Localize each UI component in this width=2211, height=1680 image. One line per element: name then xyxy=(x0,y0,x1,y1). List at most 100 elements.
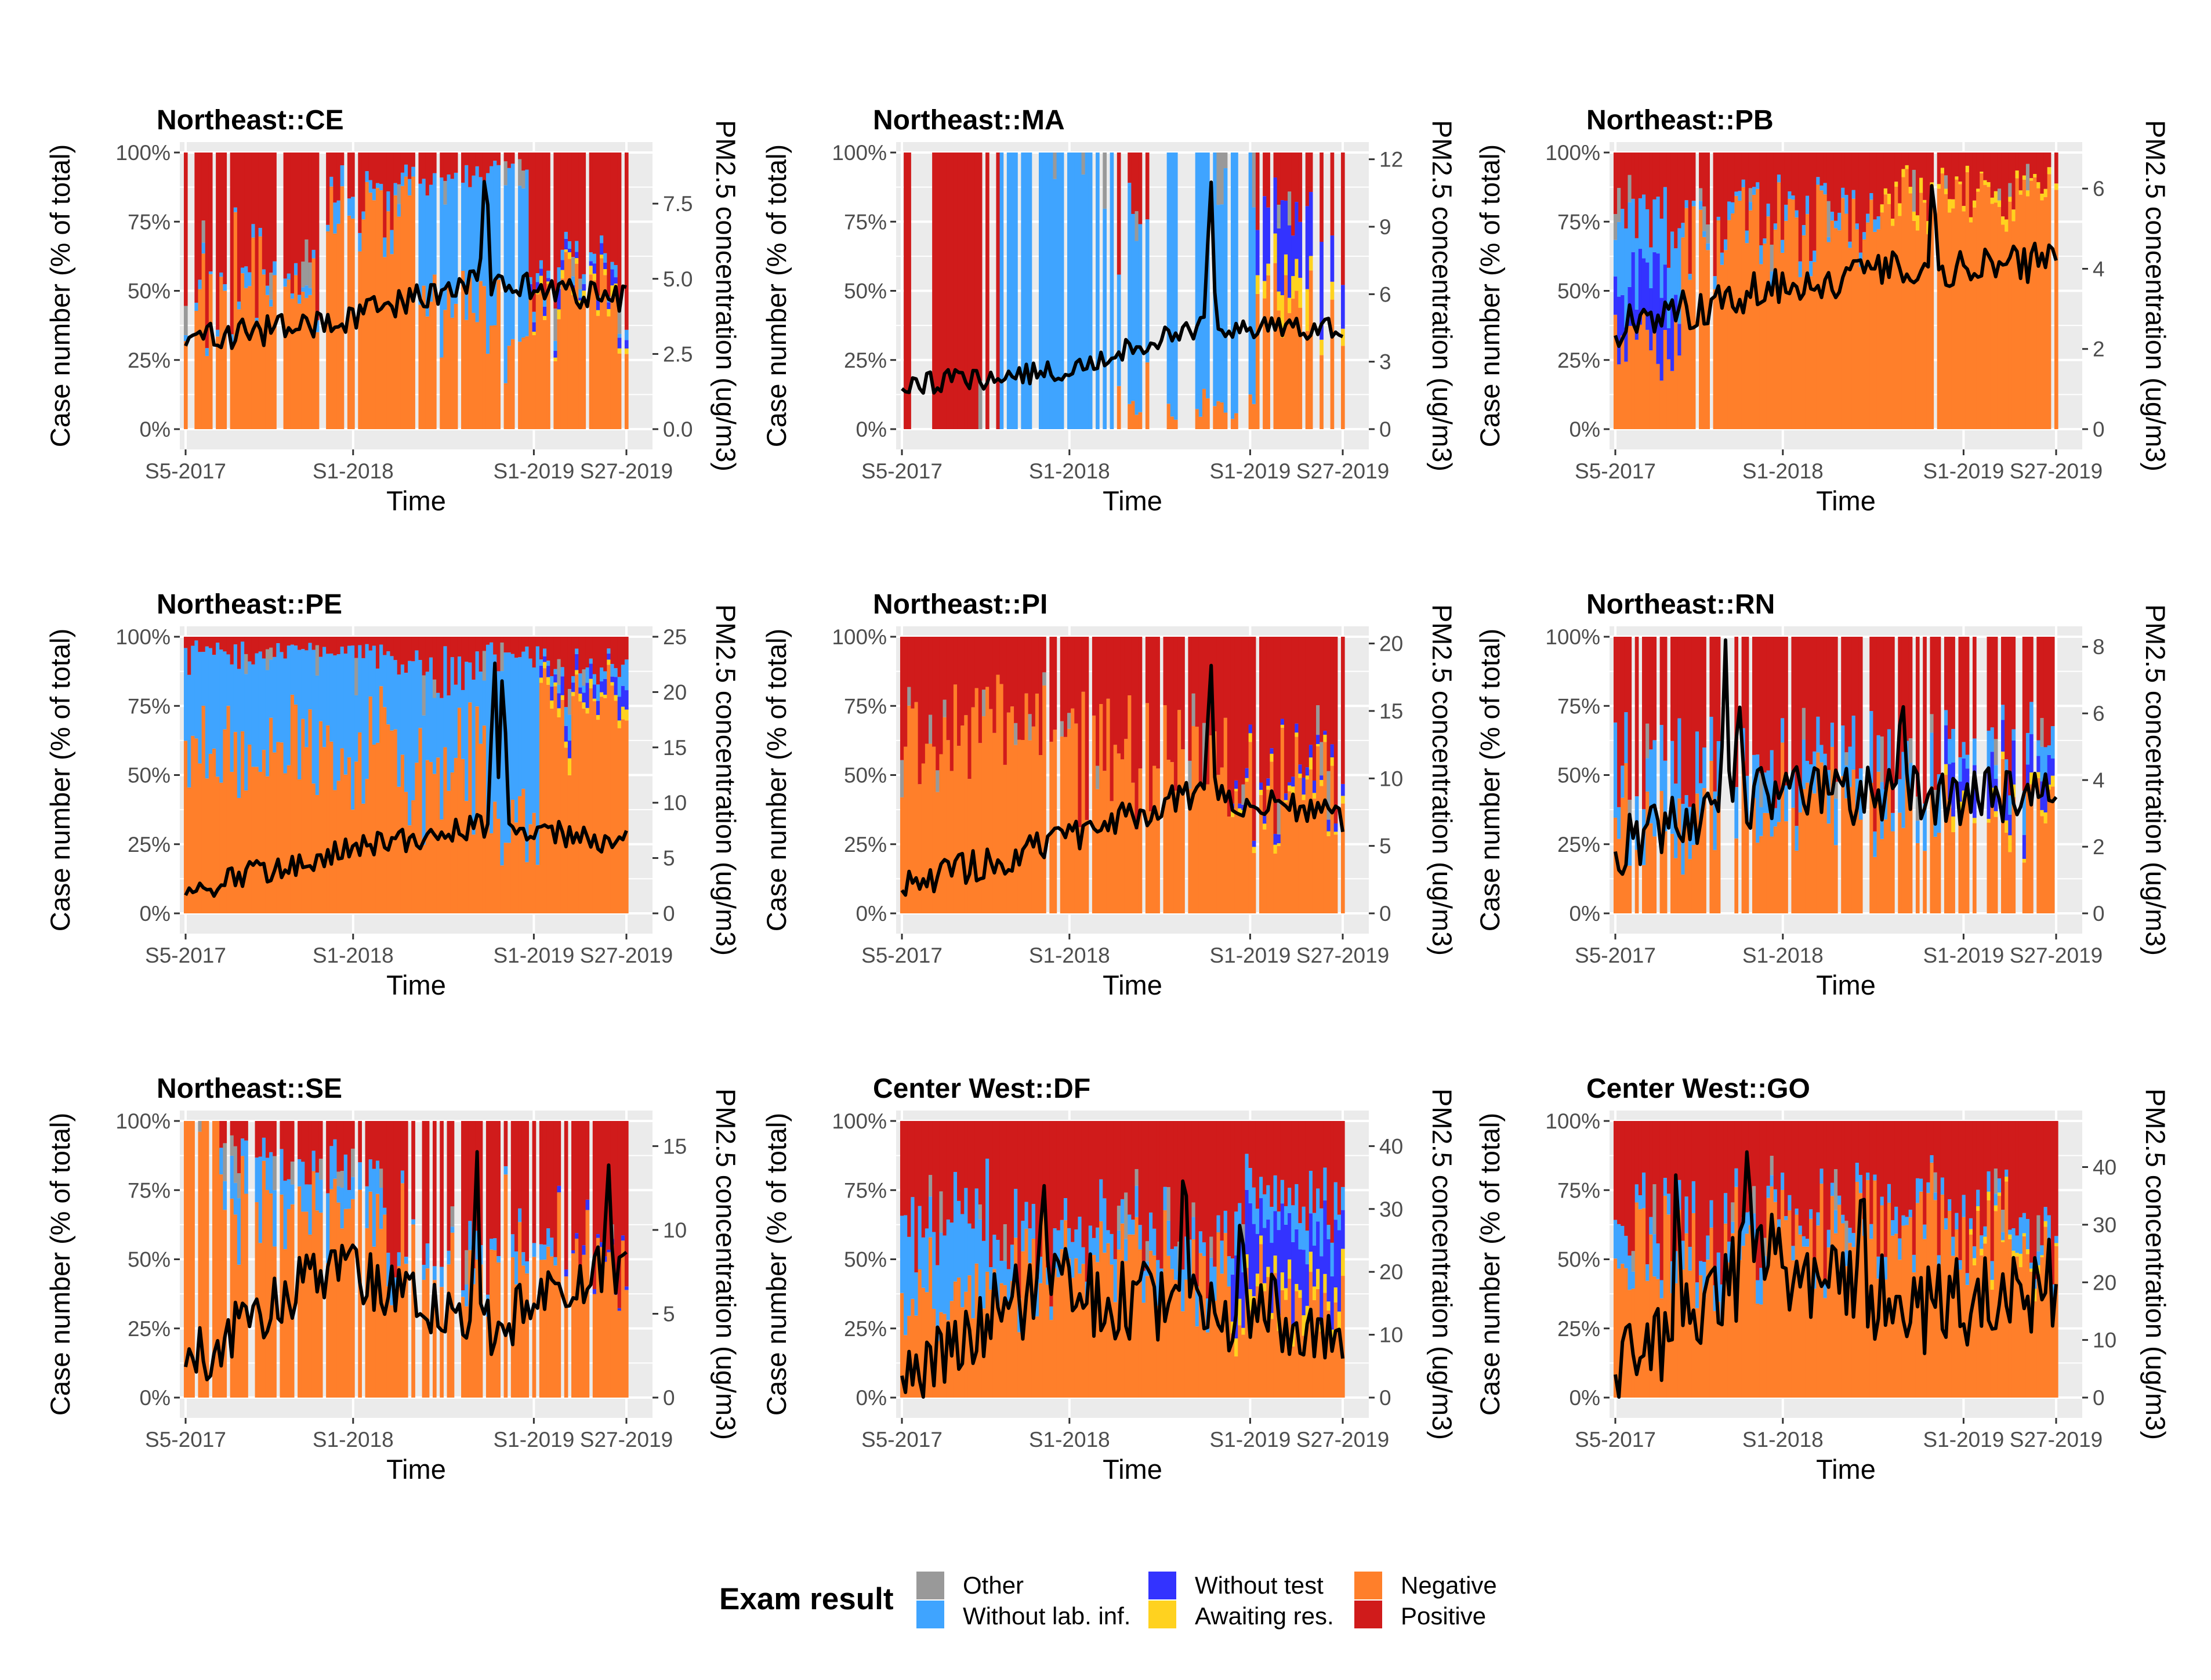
bar-segment-wli xyxy=(1933,815,1938,837)
bar-segment-wt xyxy=(1641,258,1646,310)
y-tick-label: 0% xyxy=(856,418,887,441)
bar-segment-neg xyxy=(610,685,615,913)
bar-segment-pos xyxy=(1613,153,1618,215)
bar-segment-pos xyxy=(592,637,597,674)
bar-segment-wli xyxy=(1670,231,1674,306)
bar-segment-pos xyxy=(1309,153,1313,192)
bar-segment-pos xyxy=(503,153,508,162)
bar-segment-pos xyxy=(967,153,972,429)
bar-segment-neg xyxy=(1248,394,1253,429)
bar-segment-oth xyxy=(500,643,505,672)
bar-segment-neg xyxy=(624,720,629,913)
bar-segment-wt xyxy=(2025,764,2030,784)
bar-segment-pos xyxy=(1695,637,1699,732)
y-tick-label: 75% xyxy=(844,1178,887,1202)
bar-segment-wli xyxy=(1713,1285,1717,1311)
bar-segment-wli xyxy=(415,650,419,763)
bar-segment-pos xyxy=(1688,1121,1692,1247)
bar-segment-neg xyxy=(290,299,295,429)
bar-segment-wli xyxy=(1337,1214,1342,1231)
bar-segment-pos xyxy=(510,153,515,164)
bar-segment-pos xyxy=(1621,637,1625,766)
bar-segment-aw xyxy=(1320,339,1324,355)
bar-segment-wli xyxy=(1223,1210,1228,1233)
bar-segment-pos xyxy=(2050,637,2055,727)
legend-key-negative xyxy=(1354,1572,1382,1599)
bar-segment-neg xyxy=(1248,742,1253,913)
bar-segment-neg xyxy=(1723,1223,1728,1398)
bar-segment-neg xyxy=(418,728,423,913)
y-tick-label: 50% xyxy=(844,280,887,303)
bar-segment-pos xyxy=(436,637,440,693)
bar-segment-neg xyxy=(390,1305,394,1398)
bar-segment-wt xyxy=(1298,1249,1303,1290)
bar-segment-wli xyxy=(2040,1245,2045,1256)
bar-segment-aw xyxy=(2043,1221,2048,1227)
bar-segment-wli xyxy=(550,676,554,687)
bar-segment-pos xyxy=(542,1121,547,1245)
bar-segment-neg xyxy=(585,1210,590,1398)
bar-segment-wli xyxy=(340,165,345,187)
bar-segment-wt xyxy=(1624,327,1629,362)
bar-segment-wli xyxy=(546,270,550,278)
bar-segment-neg xyxy=(408,195,412,429)
bar-segment-wli xyxy=(1716,216,1721,220)
bar-segment-neg xyxy=(482,725,487,913)
bar-segment-pos xyxy=(1833,1121,1838,1170)
bar-segment-pos xyxy=(1905,637,1909,741)
bar-segment-pos xyxy=(907,153,911,429)
bar-segment-pos xyxy=(514,1121,519,1251)
bar-segment-neg xyxy=(383,707,387,913)
bar-segment-neg xyxy=(2029,784,2034,913)
bar-segment-wli xyxy=(1103,208,1107,429)
bar-segment-pos xyxy=(1993,153,1998,191)
bar-segment-pos xyxy=(1813,1121,1817,1268)
bar-segment-neg xyxy=(336,781,341,913)
y-tick-label: 100% xyxy=(832,625,887,649)
bar-segment-wt xyxy=(1670,306,1674,371)
bar-segment-wli xyxy=(1791,1246,1796,1261)
bar-segment-neg xyxy=(1745,243,1749,429)
bar-segment-neg xyxy=(1958,184,1963,429)
bar-segment-neg xyxy=(230,1198,234,1398)
bar-segment-wli xyxy=(1770,271,1774,288)
bar-segment-wli xyxy=(1866,213,1870,223)
bar-segment-neg xyxy=(1813,793,1817,913)
bar-segment-neg xyxy=(1773,826,1778,913)
bar-segment-aw xyxy=(1898,203,1902,216)
x-tick-label: S5-2017 xyxy=(861,944,943,967)
bar-segment-pos xyxy=(1191,1121,1196,1203)
bar-segment-pos xyxy=(1731,1121,1735,1203)
bar-segment-wt xyxy=(1259,1198,1263,1236)
bar-segment-pos xyxy=(1067,637,1071,713)
x-tick-label: S1-2019 xyxy=(493,459,574,483)
bar-segment-pos xyxy=(1081,637,1086,692)
bar-segment-neg xyxy=(475,706,480,913)
bar-segment-wli xyxy=(567,241,572,249)
bar-segment-neg xyxy=(1930,188,1934,429)
bar-segment-neg xyxy=(2036,1273,2040,1398)
bar-segment-pos xyxy=(1628,1121,1632,1256)
bar-segment-pos xyxy=(1883,153,1888,188)
bar-segment-neg xyxy=(1830,1196,1835,1398)
bar-segment-wli xyxy=(1869,193,1873,200)
bar-segment-wli xyxy=(465,662,469,801)
bar-segment-neg xyxy=(1295,291,1299,429)
bar-segment-wt xyxy=(2047,754,2051,785)
bar-segment-pos xyxy=(949,637,954,771)
bar-segment-neg xyxy=(1677,355,1681,429)
bar-segment-neg xyxy=(1305,331,1310,429)
bar-segment-neg xyxy=(1848,787,1853,913)
bar-segment-wli xyxy=(183,648,188,741)
bar-segment-wt xyxy=(614,277,618,284)
bar-segment-neg xyxy=(1085,819,1089,913)
bar-segment-neg xyxy=(411,176,415,429)
bar-segment-wli xyxy=(262,269,266,275)
bar-segment-oth xyxy=(465,1250,469,1285)
bar-segment-aw xyxy=(1238,1298,1242,1326)
bar-segment-pos xyxy=(1138,153,1143,224)
bar-segment-aw xyxy=(1291,786,1295,794)
bar-segment-aw xyxy=(1333,1287,1338,1302)
bar-segment-wli xyxy=(1837,212,1842,231)
